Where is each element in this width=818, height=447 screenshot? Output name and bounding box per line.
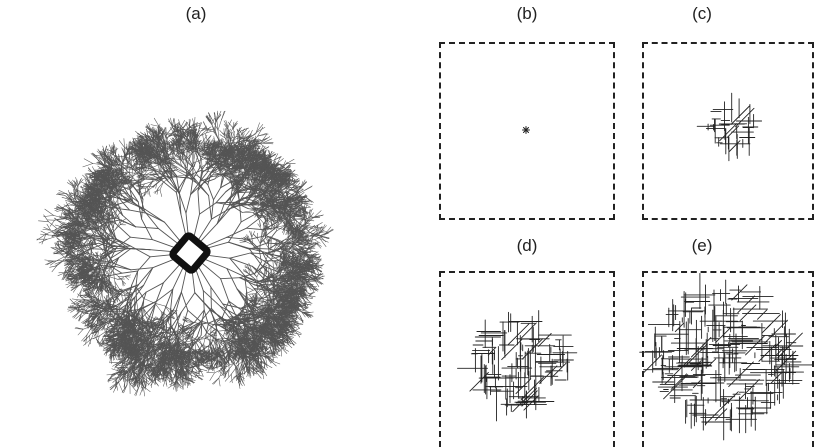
panel-e-cluster — [639, 273, 814, 441]
panel-d-frame — [439, 271, 615, 447]
panel-d-label: (d) — [516, 236, 538, 255]
panel-b-seed — [522, 126, 530, 134]
panel-a-label: (a) — [185, 4, 207, 23]
panel-a-dendrite — [36, 110, 334, 397]
panel-c-cluster — [696, 92, 763, 162]
panel-a-seed-ring — [169, 232, 211, 274]
panel-b-label: (b) — [516, 4, 538, 23]
panel-c-frame — [642, 42, 814, 220]
panel-d-cluster — [457, 310, 578, 422]
panel-c-label: (c) — [692, 4, 712, 23]
panel-e-label: (e) — [691, 236, 713, 255]
